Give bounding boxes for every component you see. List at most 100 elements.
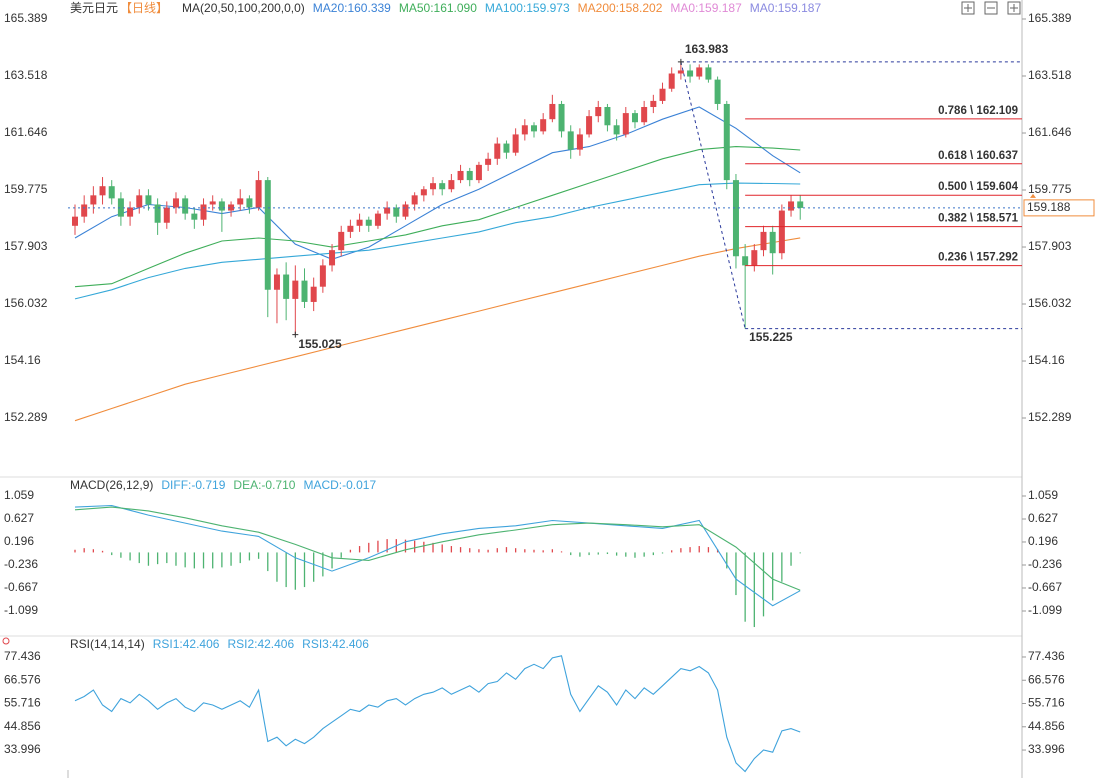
y-tick-label-right: 1.059	[1028, 488, 1058, 502]
candle-body	[512, 134, 519, 153]
legend-entry: MA200:158.202	[578, 1, 663, 15]
candle-body	[760, 231, 767, 251]
ma-label: MA(20,50,100,200,0,0)	[182, 1, 305, 15]
candle-body	[668, 73, 675, 89]
series-line	[74, 504, 801, 607]
toolbar-button[interactable]	[1007, 1, 1021, 15]
legend-entry: MA50:161.090	[399, 1, 477, 15]
candle-body	[641, 107, 648, 123]
candle-body	[108, 186, 115, 199]
low-marker	[292, 331, 299, 338]
candle-body	[356, 219, 363, 226]
y-tick-label-left: 0.196	[4, 534, 34, 548]
candle-body	[145, 195, 152, 205]
fib-label: 0.236 \ 157.292	[938, 252, 1018, 264]
candle-body	[420, 189, 427, 196]
candle-body	[475, 164, 482, 181]
candle-body	[402, 204, 409, 217]
settings-gear[interactable]	[2, 637, 10, 645]
candle-body	[154, 204, 161, 223]
y-tick-label-left: 156.032	[4, 296, 48, 310]
low-annotation: 155.025	[298, 337, 342, 351]
candle-body	[742, 256, 749, 266]
candle-body	[558, 103, 565, 132]
y-tick-label-right: 44.856	[1028, 719, 1065, 733]
last-price-box	[1023, 199, 1095, 217]
candle-body	[797, 201, 804, 208]
y-tick-label-right: 0.196	[1028, 534, 1058, 548]
period-label: 【日线】	[120, 1, 168, 15]
candle-body	[163, 207, 170, 223]
toolbar-button[interactable]	[961, 1, 975, 15]
candle-body	[677, 70, 684, 74]
y-tick-label-right: 157.903	[1028, 239, 1072, 253]
candle-body	[567, 131, 574, 150]
candle-body	[714, 79, 721, 104]
candle-body	[439, 183, 446, 190]
y-tick-label-right: 161.646	[1028, 125, 1072, 139]
candle-body	[485, 158, 492, 165]
settings-icon[interactable]	[2, 637, 10, 645]
series-line	[74, 237, 801, 422]
y-tick-label-left: 157.903	[4, 239, 48, 253]
candle-body	[687, 70, 694, 77]
legend-entry: MA0:159.187	[670, 1, 742, 15]
candle-body	[246, 198, 253, 208]
candle-body	[586, 116, 593, 135]
candle-body	[200, 204, 207, 220]
swing-diagonal	[680, 61, 746, 329]
y-tick-label-left: 44.856	[4, 719, 41, 733]
y-tick-label-left: 33.996	[4, 742, 41, 756]
legend-entry: RSI1:42.406	[153, 637, 220, 651]
high-marker	[677, 58, 684, 65]
fib-label: 0.500 \ 159.604	[938, 181, 1019, 193]
y-tick-label-left: 159.775	[4, 182, 48, 196]
candle-body	[576, 134, 583, 150]
y-tick-label-left: 55.716	[4, 696, 41, 710]
last-price-arrow	[1030, 193, 1036, 198]
candle-body	[365, 219, 372, 226]
candle-body	[99, 186, 106, 196]
y-tick-label-right: -0.236	[1028, 557, 1062, 571]
candle-body	[531, 125, 537, 132]
y-tick-label-right: 0.627	[1028, 511, 1058, 525]
candle-body	[273, 274, 280, 290]
panel-header: 美元日元 【日线】 MA(20,50,100,200,0,0) MA20:160.33…	[70, 1, 821, 15]
legend-entry: RSI2:42.406	[227, 637, 294, 651]
last-price-label: 159.188	[1027, 200, 1071, 214]
candle-body	[310, 286, 317, 302]
candle-body	[595, 107, 602, 117]
y-tick-label-right: 156.032	[1028, 296, 1072, 310]
y-tick-label-left: 0.627	[4, 511, 34, 525]
series-line	[74, 655, 801, 773]
panel-title: 美元日元	[70, 1, 118, 15]
y-tick-label-left: -1.099	[4, 603, 38, 617]
y-tick-label-right: 33.996	[1028, 742, 1065, 756]
y-tick-label-left: 77.436	[4, 649, 41, 663]
candle-body	[347, 225, 354, 232]
candle-body	[255, 180, 262, 208]
y-tick-label-left: 1.059	[4, 488, 34, 502]
y-tick-label-right: 152.289	[1028, 410, 1072, 424]
candle-body	[182, 198, 189, 214]
candle-body	[650, 100, 657, 108]
toolbar[interactable]	[961, 1, 1021, 15]
candle-body	[90, 195, 97, 205]
candle-body	[769, 231, 776, 254]
candle-body	[631, 113, 638, 123]
candle-body	[622, 113, 629, 135]
candle-body	[540, 119, 547, 132]
y-tick-label-right: 154.16	[1028, 353, 1065, 367]
toolbar-button[interactable]	[984, 1, 998, 15]
y-tick-label-left: 165.389	[4, 11, 48, 25]
y-tick-label-left: 66.576	[4, 672, 41, 686]
candle-body	[374, 213, 381, 226]
y-tick-label-left: -0.236	[4, 557, 38, 571]
candle-body	[384, 207, 391, 214]
candle-body	[191, 213, 198, 220]
y-tick-label-right: 165.389	[1028, 11, 1072, 25]
legend-entry: MA100:159.973	[485, 1, 570, 15]
series-line	[74, 146, 801, 288]
